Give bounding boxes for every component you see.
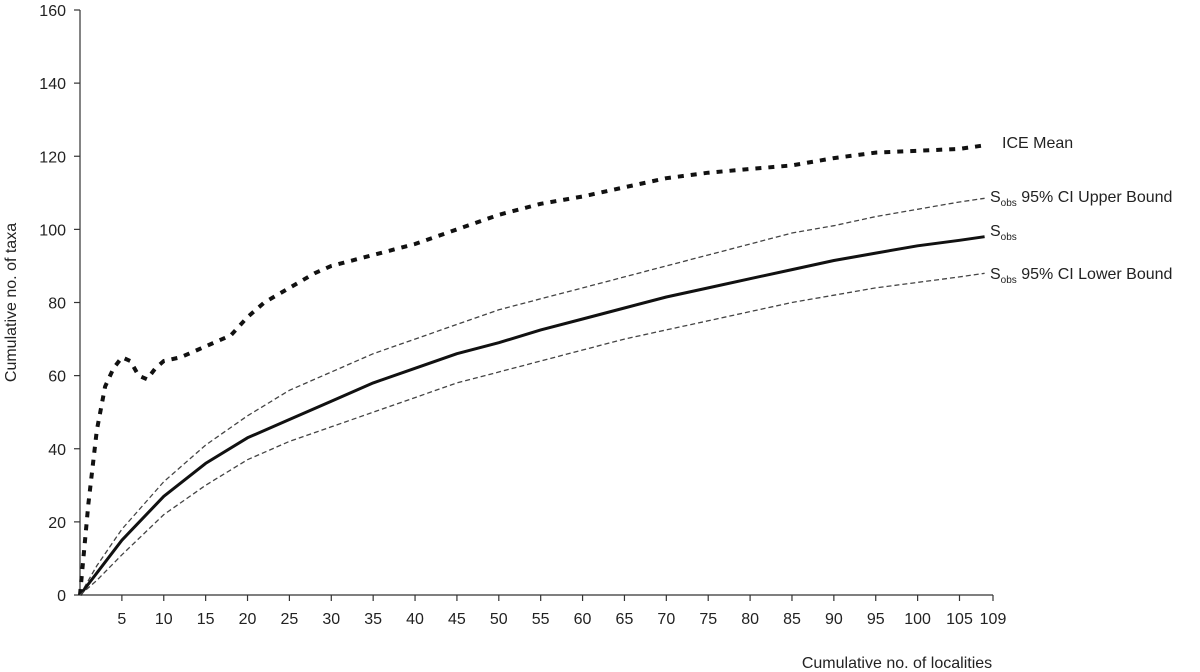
x-tick-label: 95 bbox=[867, 611, 885, 628]
x-tick-label: 10 bbox=[155, 611, 173, 628]
x-tick-label: 55 bbox=[532, 611, 550, 628]
series-label-main: S bbox=[990, 266, 1001, 283]
series-group bbox=[78, 143, 985, 596]
x-tick-label: 15 bbox=[197, 611, 215, 628]
x-tick-label: 75 bbox=[699, 611, 717, 628]
y-tick-label: 40 bbox=[48, 442, 66, 459]
series-label: Sobs 95% CI Lower Bound bbox=[990, 266, 1172, 286]
series-label-subscript: obs bbox=[1001, 275, 1017, 286]
series-line bbox=[78, 143, 985, 596]
x-tick-label: 5 bbox=[117, 611, 126, 628]
y-tick-label: 0 bbox=[57, 588, 66, 605]
axes bbox=[79, 10, 993, 596]
x-tick-label: 105 bbox=[946, 611, 973, 628]
series-label-subscript: obs bbox=[1001, 198, 1017, 209]
x-tick-label: 30 bbox=[322, 611, 340, 628]
series-label-main: ICE Mean bbox=[1002, 135, 1073, 152]
x-tick-label: 60 bbox=[574, 611, 592, 628]
y-tick-label: 20 bbox=[48, 515, 66, 532]
y-axis-title: Cumulative no. of taxa bbox=[3, 223, 20, 382]
series-label: Sobs bbox=[990, 223, 1017, 243]
series-label-main: S bbox=[990, 223, 1001, 240]
y-tick-label: 100 bbox=[39, 222, 66, 239]
x-tick-label: 40 bbox=[406, 611, 424, 628]
series-line bbox=[78, 235, 985, 596]
x-axis-title: Cumulative no. of localities bbox=[802, 655, 992, 672]
series-label-suffix: 95% CI Lower Bound bbox=[1017, 266, 1173, 283]
x-tick-label: 85 bbox=[783, 611, 801, 628]
y-tick-label: 140 bbox=[39, 76, 66, 93]
series-label-suffix: 95% CI Upper Bound bbox=[1017, 189, 1173, 206]
y-tick-label: 60 bbox=[48, 369, 66, 386]
x-tick-label: 45 bbox=[448, 611, 466, 628]
series-label: ICE Mean bbox=[1002, 135, 1073, 152]
series-line bbox=[79, 272, 985, 596]
x-tick-label: 80 bbox=[741, 611, 759, 628]
x-tick-label: 70 bbox=[657, 611, 675, 628]
x-tick-label: 25 bbox=[281, 611, 299, 628]
y-tick-label: 120 bbox=[39, 149, 66, 166]
x-tick-label: 50 bbox=[490, 611, 508, 628]
x-tick-label: 20 bbox=[239, 611, 257, 628]
x-tick-label: 35 bbox=[364, 611, 382, 628]
series-label-subscript: obs bbox=[1001, 232, 1017, 243]
series-label-main: S bbox=[990, 189, 1001, 206]
y-tick-label: 80 bbox=[48, 296, 66, 313]
x-tick-label: 100 bbox=[904, 611, 931, 628]
x-tick-label: 65 bbox=[616, 611, 634, 628]
series-label: Sobs 95% CI Upper Bound bbox=[990, 189, 1172, 209]
x-tick-label: 109 bbox=[980, 611, 1007, 628]
series-line bbox=[79, 197, 985, 596]
tick-group: 0 20 40 60 80 100 120 140 160 5 10 15 20 25 30 35 40 45 50… bbox=[39, 3, 1006, 628]
y-tick-label: 160 bbox=[39, 3, 66, 20]
x-tick-label: 90 bbox=[825, 611, 843, 628]
